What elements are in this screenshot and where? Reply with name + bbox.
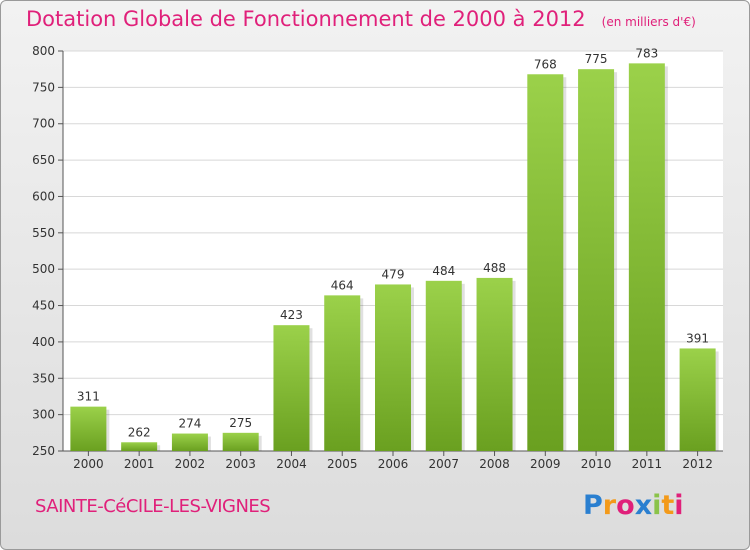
bar (375, 284, 411, 451)
bar (171, 433, 208, 451)
x-tick-label: 2001 (124, 457, 155, 471)
x-tick-label: 2011 (632, 457, 663, 471)
bar (628, 63, 665, 451)
x-tick-label: 2006 (378, 457, 409, 471)
bar (425, 280, 462, 451)
data-label: 274 (178, 417, 201, 431)
data-label: 484 (432, 264, 455, 278)
x-tick-label: 2005 (327, 457, 358, 471)
bar (578, 69, 615, 451)
proxiti-logo[interactable]: Proxiti (583, 490, 684, 521)
bar-chart: 250 300 350 400 450 500 550 600 650 700 750 800 311 2… (32, 44, 723, 471)
data-label: 391 (686, 331, 709, 345)
x-tick-label: 2007 (428, 457, 459, 471)
data-label: 768 (534, 57, 557, 71)
bar (222, 432, 259, 451)
y-tick-label: 400 (32, 335, 55, 349)
data-label: 775 (585, 52, 608, 66)
data-label: 423 (280, 308, 303, 322)
bar (70, 406, 107, 451)
logo-letter: t (661, 490, 675, 521)
chart-title: Dotation Globale de Fonctionnement de 20… (26, 7, 586, 31)
y-tick-label: 600 (32, 189, 55, 203)
logo-letter: o (616, 490, 635, 521)
data-label: 488 (483, 261, 506, 275)
y-tick-label: 650 (32, 153, 55, 167)
logo-letter: x (634, 490, 653, 521)
y-tick-label: 350 (32, 371, 55, 385)
data-label: 464 (331, 278, 354, 292)
y-tick-label: 550 (32, 226, 55, 240)
logo-letter: r (602, 490, 617, 521)
bar (679, 348, 716, 451)
x-tick-label: 2004 (276, 457, 307, 471)
data-label: 783 (635, 46, 658, 60)
x-tick-label: 2003 (225, 457, 256, 471)
data-label: 311 (77, 390, 100, 404)
y-tick-label: 450 (32, 299, 55, 313)
bar (273, 325, 310, 451)
x-tick-label: 2000 (73, 457, 104, 471)
logo-letter: P (583, 490, 603, 521)
data-label: 262 (128, 425, 151, 439)
x-tick-label: 2002 (175, 457, 206, 471)
chart-subtitle: (en milliers d'€) (601, 15, 696, 29)
bar (527, 74, 564, 451)
title-block: Dotation Globale de Fonctionnement de 20… (26, 7, 696, 31)
y-tick-label: 750 (32, 80, 55, 94)
logo-letter: i (674, 490, 684, 521)
x-tick-label: 2012 (682, 457, 713, 471)
data-label: 275 (229, 416, 252, 430)
x-tick-label: 2010 (581, 457, 612, 471)
bar (324, 295, 361, 451)
logo-letter: i (652, 490, 662, 521)
y-tick-label: 500 (32, 262, 55, 276)
bar (476, 277, 513, 451)
y-tick-label: 800 (32, 44, 55, 58)
bar (121, 442, 158, 451)
y-tick-label: 300 (32, 408, 55, 422)
y-tick-label: 700 (32, 117, 55, 131)
x-tick-label: 2009 (530, 457, 561, 471)
y-tick-label: 250 (32, 444, 55, 458)
x-tick-label: 2008 (479, 457, 510, 471)
data-label: 479 (382, 267, 405, 281)
commune-name: SAINTE-CéCILE-LES-VIGNES (35, 496, 271, 517)
